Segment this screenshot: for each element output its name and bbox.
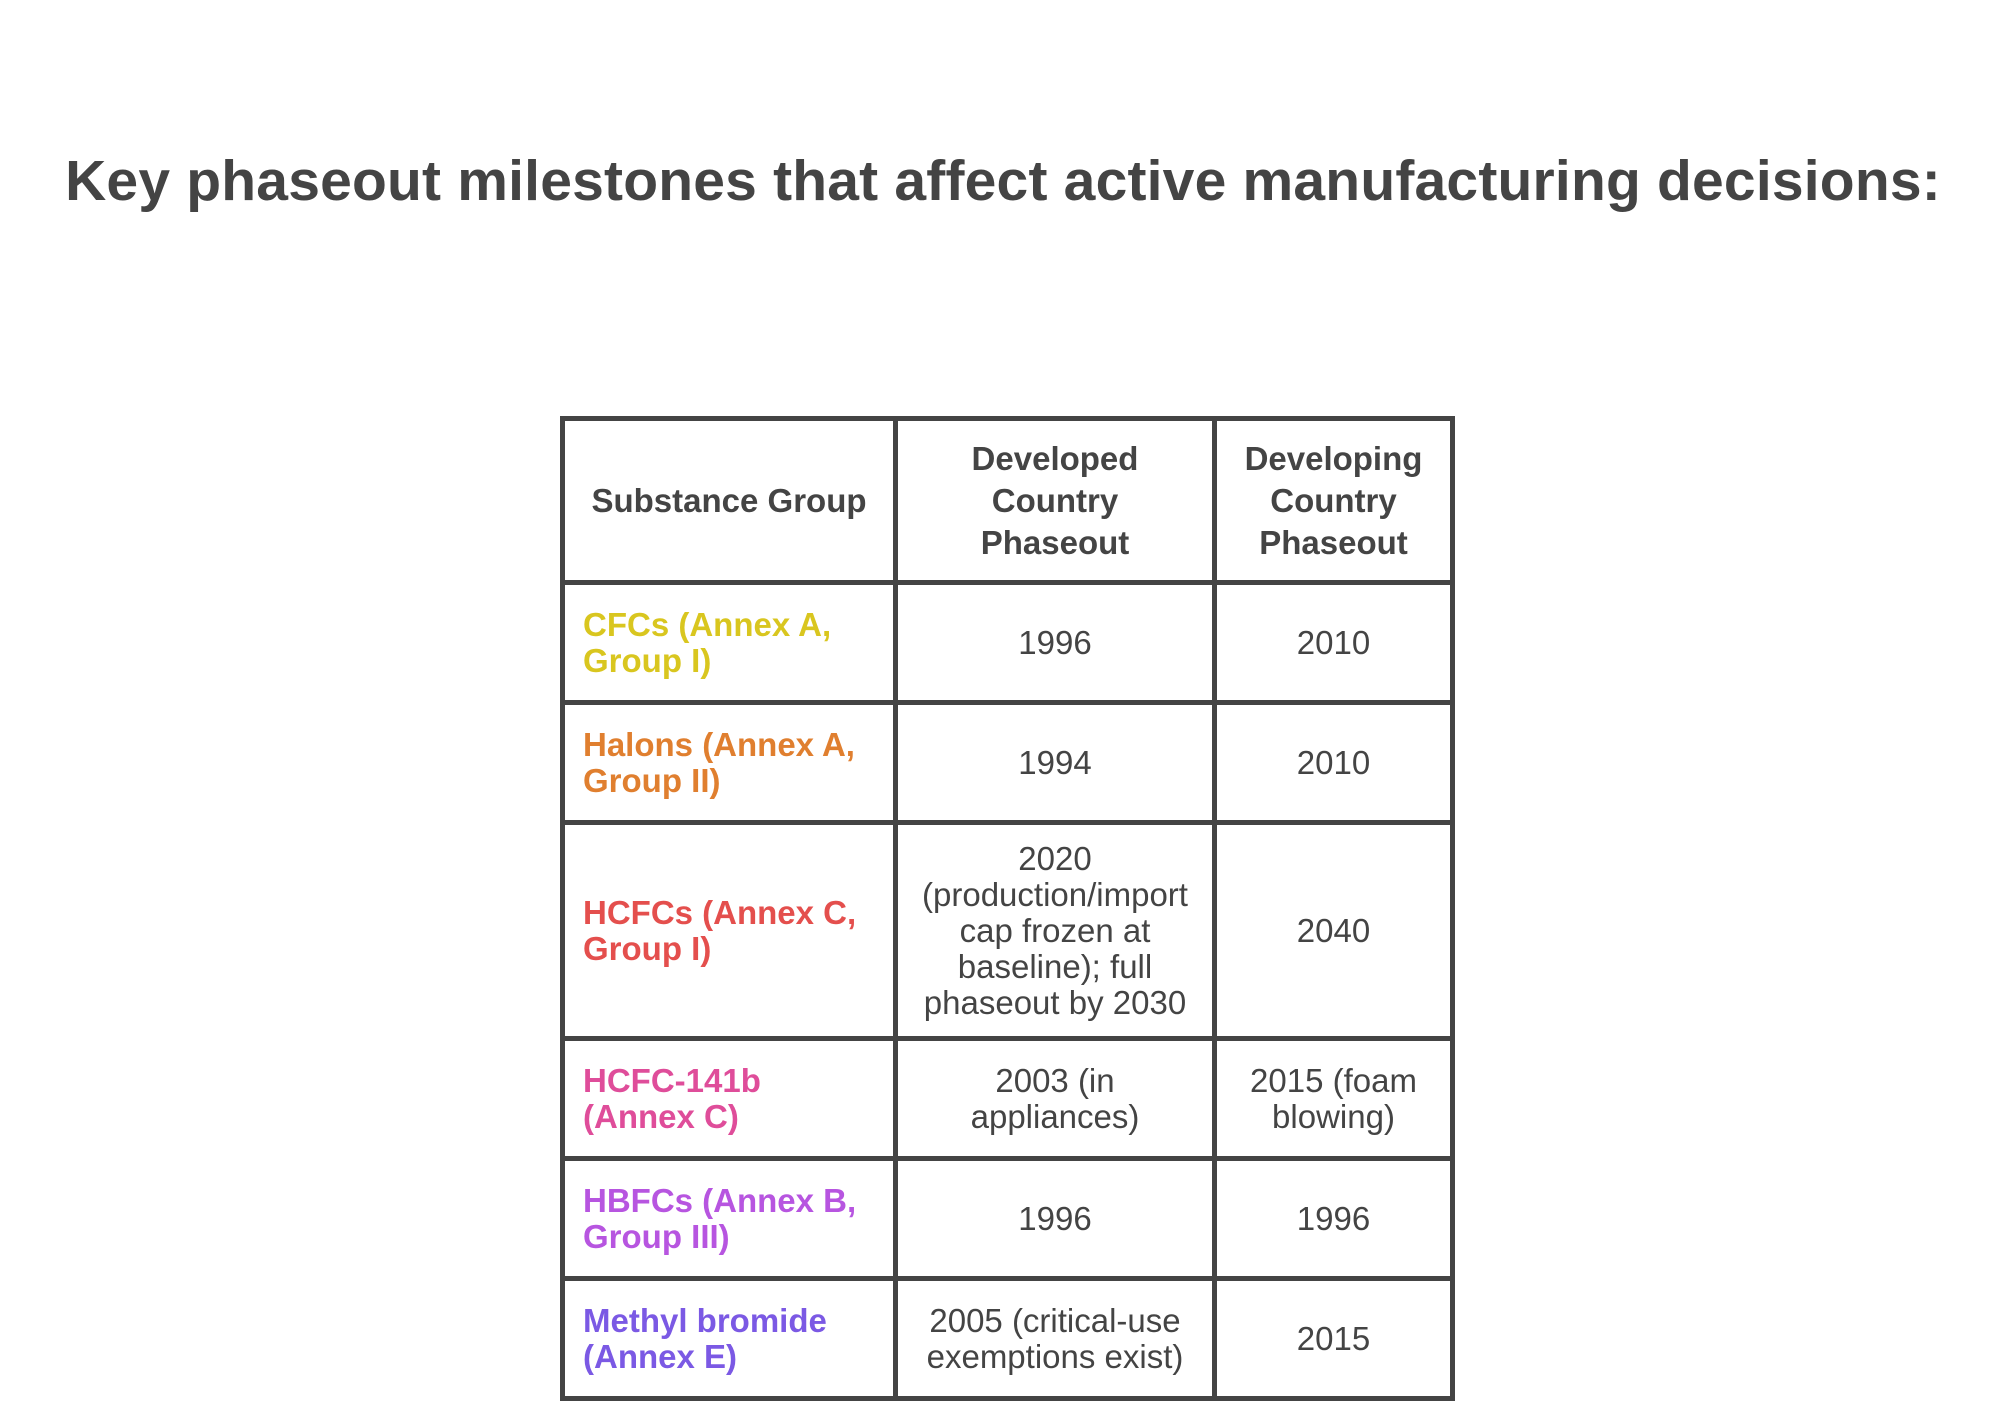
table-row: HCFCs (Annex C, Group I) 2020 (productio… [560, 820, 1455, 1041]
table-header-row: Substance Group Developed Country Phaseo… [560, 416, 1455, 585]
substance-label: Halons (Annex A, Group II) [583, 725, 855, 799]
header-developed-country-phaseout: Developed Country Phaseout [893, 416, 1217, 585]
developed-phaseout-cell: 1996 [893, 580, 1217, 705]
header-substance-group: Substance Group [560, 416, 898, 585]
developed-phaseout-cell: 2005 (critical-use exemptions exist) [893, 1276, 1217, 1401]
substance-cell: CFCs (Annex A, Group I) [560, 580, 898, 705]
developing-phaseout-cell: 2010 [1212, 700, 1455, 825]
table-row: Halons (Annex A, Group II) 1994 2010 [560, 700, 1455, 825]
substance-label: HBFCs (Annex B, Group III) [583, 1181, 857, 1255]
developing-phaseout-cell: 2015 [1212, 1276, 1455, 1401]
developed-phaseout-cell: 1994 [893, 700, 1217, 825]
substance-label: HCFC-141b (Annex C) [583, 1061, 761, 1135]
substance-cell: Halons (Annex A, Group II) [560, 700, 898, 825]
developing-phaseout-cell: 2015 (foam blowing) [1212, 1036, 1455, 1161]
developed-phaseout-cell: 1996 [893, 1156, 1217, 1281]
developed-phaseout-cell: 2003 (in appliances) [893, 1036, 1217, 1161]
header-developing-country-phaseout: Developing Country Phaseout [1212, 416, 1455, 585]
table-row: CFCs (Annex A, Group I) 1996 2010 [560, 580, 1455, 705]
developing-phaseout-cell: 1996 [1212, 1156, 1455, 1281]
substance-label: Methyl bromide (Annex E) [583, 1301, 827, 1375]
table-row: HBFCs (Annex B, Group III) 1996 1996 [560, 1156, 1455, 1281]
substance-cell: Methyl bromide (Annex E) [560, 1276, 898, 1401]
substance-cell: HBFCs (Annex B, Group III) [560, 1156, 898, 1281]
table-row: Methyl bromide (Annex E) 2005 (critical-… [560, 1276, 1455, 1401]
substance-cell: HCFC-141b (Annex C) [560, 1036, 898, 1161]
page-title: Key phaseout milestones that affect acti… [65, 149, 1941, 213]
substance-label: CFCs (Annex A, Group I) [583, 605, 832, 679]
developing-phaseout-cell: 2010 [1212, 580, 1455, 705]
phaseout-table: Substance Group Developed Country Phaseo… [560, 416, 1455, 1401]
developing-phaseout-cell: 2040 [1212, 820, 1455, 1041]
substance-cell: HCFCs (Annex C, Group I) [560, 820, 898, 1041]
table-row: HCFC-141b (Annex C) 2003 (in appliances)… [560, 1036, 1455, 1161]
developed-phaseout-cell: 2020 (production/import cap frozen at ba… [893, 820, 1217, 1041]
substance-label: HCFCs (Annex C, Group I) [583, 893, 857, 967]
